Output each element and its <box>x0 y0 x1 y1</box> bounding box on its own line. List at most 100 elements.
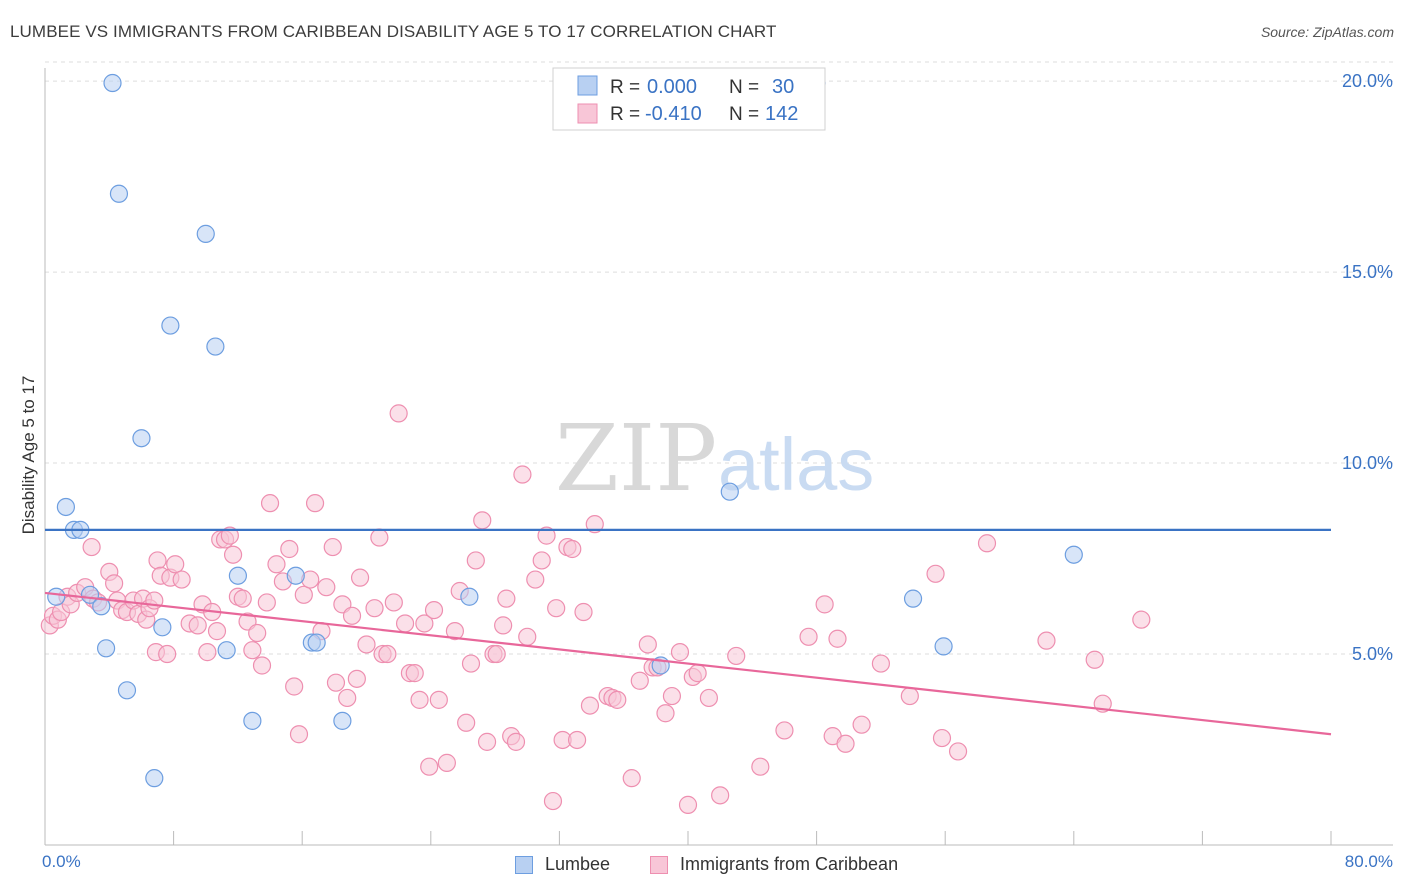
caribbean-point[interactable] <box>415 614 434 633</box>
caribbean-point[interactable] <box>148 551 167 570</box>
lumbee-point[interactable] <box>145 769 164 788</box>
caribbean-point[interactable] <box>563 539 582 559</box>
lumbee-point[interactable] <box>333 711 352 730</box>
caribbean-point[interactable] <box>158 644 177 664</box>
caribbean-point[interactable] <box>815 595 834 614</box>
caribbean-point[interactable] <box>370 528 389 547</box>
lumbee-point[interactable] <box>286 566 305 585</box>
caribbean-point[interactable] <box>494 616 513 635</box>
lumbee-point[interactable] <box>103 73 122 93</box>
caribbean-point[interactable] <box>457 713 476 732</box>
caribbean-point[interactable] <box>699 688 718 708</box>
caribbean-point[interactable] <box>543 791 563 811</box>
caribbean-point[interactable] <box>836 734 855 753</box>
caribbean-point[interactable] <box>445 622 465 641</box>
caribbean-point[interactable] <box>580 696 600 715</box>
caribbean-point[interactable] <box>317 578 336 597</box>
lumbee-point[interactable] <box>161 316 180 335</box>
lumbee-point[interactable] <box>206 337 225 356</box>
lumbee-point[interactable] <box>153 618 172 637</box>
caribbean-point[interactable] <box>926 564 945 583</box>
caribbean-point[interactable] <box>630 671 649 690</box>
lumbee-point[interactable] <box>720 482 739 501</box>
caribbean-point[interactable] <box>727 646 746 666</box>
caribbean-point[interactable] <box>437 753 456 772</box>
caribbean-point[interactable] <box>871 654 891 673</box>
caribbean-point[interactable] <box>799 627 818 646</box>
caribbean-point[interactable] <box>977 534 997 553</box>
caribbean-point[interactable] <box>378 644 397 664</box>
legend-item-caribbean[interactable]: Immigrants from Caribbean <box>650 854 898 875</box>
caribbean-point[interactable] <box>252 656 272 675</box>
caribbean-point[interactable] <box>365 599 384 618</box>
caribbean-point[interactable] <box>751 757 770 776</box>
lumbee-point[interactable] <box>217 641 236 660</box>
caribbean-point[interactable] <box>477 732 497 751</box>
caribbean-point[interactable] <box>532 551 551 570</box>
caribbean-point[interactable] <box>248 623 267 643</box>
lumbee-point[interactable] <box>903 589 923 608</box>
caribbean-point[interactable] <box>260 494 280 513</box>
caribbean-point[interactable] <box>688 664 707 683</box>
caribbean-point[interactable] <box>323 537 342 557</box>
caribbean-point[interactable] <box>166 555 185 574</box>
caribbean-point[interactable] <box>395 614 415 633</box>
caribbean-point[interactable] <box>285 677 304 696</box>
caribbean-point[interactable] <box>487 644 506 664</box>
caribbean-point[interactable] <box>389 404 408 423</box>
caribbean-point[interactable] <box>198 643 217 662</box>
caribbean-point[interactable] <box>410 690 429 709</box>
caribbean-point[interactable] <box>1037 631 1056 650</box>
caribbean-point[interactable] <box>662 686 682 706</box>
caribbean-point[interactable] <box>267 555 286 574</box>
caribbean-point[interactable] <box>678 795 698 814</box>
caribbean-point[interactable] <box>547 599 566 618</box>
caribbean-point[interactable] <box>172 570 191 589</box>
lumbee-point[interactable] <box>307 633 326 652</box>
lumbee-point[interactable] <box>243 711 262 730</box>
legend-item-lumbee[interactable]: Lumbee <box>515 854 610 875</box>
caribbean-point[interactable] <box>280 539 299 559</box>
caribbean-point[interactable] <box>105 574 124 593</box>
caribbean-point[interactable] <box>220 526 239 545</box>
lumbee-point[interactable] <box>47 587 66 606</box>
caribbean-point[interactable] <box>622 769 641 788</box>
caribbean-point[interactable] <box>608 690 627 709</box>
lumbee-point[interactable] <box>228 566 247 585</box>
caribbean-point[interactable] <box>852 715 871 734</box>
caribbean-point[interactable] <box>497 589 516 608</box>
caribbean-point[interactable] <box>900 686 919 706</box>
caribbean-point[interactable] <box>461 654 481 673</box>
caribbean-point[interactable] <box>638 635 657 654</box>
caribbean-point[interactable] <box>257 593 276 612</box>
caribbean-point[interactable] <box>347 669 366 688</box>
lumbee-point[interactable] <box>92 597 111 616</box>
caribbean-point[interactable] <box>506 732 526 751</box>
lumbee-point[interactable] <box>56 497 75 517</box>
caribbean-point[interactable] <box>828 629 847 648</box>
caribbean-point[interactable] <box>1132 610 1151 629</box>
caribbean-point[interactable] <box>350 568 370 587</box>
caribbean-point[interactable] <box>294 585 313 604</box>
caribbean-point[interactable] <box>537 526 556 545</box>
lumbee-point[interactable] <box>96 639 116 658</box>
caribbean-point[interactable] <box>384 593 403 612</box>
lumbee-point[interactable] <box>1064 545 1083 564</box>
caribbean-point[interactable] <box>289 725 309 744</box>
lumbee-point[interactable] <box>117 681 137 700</box>
caribbean-point[interactable] <box>243 641 262 660</box>
caribbean-point[interactable] <box>305 494 325 513</box>
caribbean-point[interactable] <box>1085 650 1104 669</box>
caribbean-point[interactable] <box>711 786 730 805</box>
caribbean-point[interactable] <box>188 616 207 635</box>
caribbean-point[interactable] <box>670 643 690 662</box>
caribbean-point[interactable] <box>420 757 439 776</box>
caribbean-point[interactable] <box>82 537 101 557</box>
lumbee-point[interactable] <box>132 429 151 448</box>
caribbean-point[interactable] <box>326 673 346 692</box>
caribbean-point[interactable] <box>338 688 357 708</box>
caribbean-point[interactable] <box>342 606 362 625</box>
caribbean-point[interactable] <box>429 690 448 709</box>
lumbee-point[interactable] <box>460 587 479 606</box>
caribbean-point[interactable] <box>948 742 968 761</box>
